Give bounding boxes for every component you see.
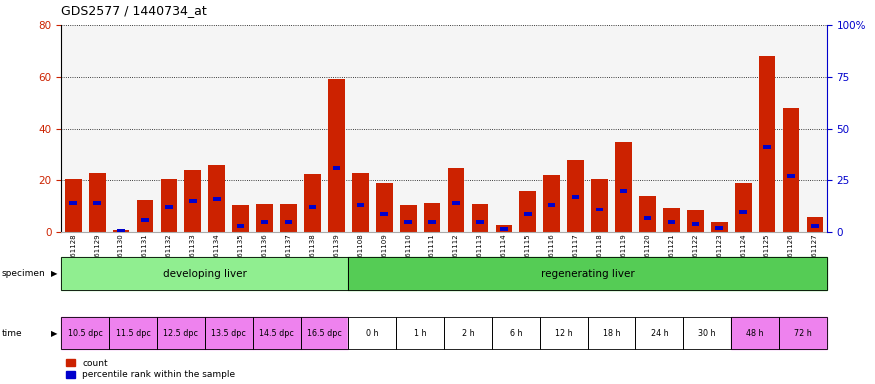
Bar	[687, 210, 704, 232]
Text: 24 h: 24 h	[651, 329, 668, 338]
Text: 2 h: 2 h	[462, 329, 474, 338]
Text: ▶: ▶	[51, 269, 57, 278]
Text: ▶: ▶	[51, 329, 57, 338]
Bar	[284, 220, 292, 224]
Bar	[663, 208, 680, 232]
Bar	[572, 195, 579, 199]
Bar	[208, 165, 225, 232]
Bar	[261, 220, 269, 224]
Text: 13.5 dpc: 13.5 dpc	[211, 329, 246, 338]
Bar	[352, 173, 368, 232]
Bar	[233, 205, 249, 232]
Bar	[567, 160, 584, 232]
Text: 18 h: 18 h	[603, 329, 620, 338]
Text: 12.5 dpc: 12.5 dpc	[164, 329, 199, 338]
Text: GDS2577 / 1440734_at: GDS2577 / 1440734_at	[61, 4, 207, 17]
Bar	[256, 204, 273, 232]
Bar	[328, 79, 345, 232]
Bar	[117, 229, 125, 233]
Bar	[788, 174, 794, 178]
Bar	[189, 199, 197, 203]
Bar	[65, 179, 81, 232]
Text: 10.5 dpc: 10.5 dpc	[67, 329, 102, 338]
Bar	[596, 208, 604, 212]
Legend: count, percentile rank within the sample: count, percentile rank within the sample	[66, 359, 235, 379]
Bar	[88, 173, 106, 232]
Bar	[113, 230, 130, 232]
Bar	[160, 179, 178, 232]
Bar	[404, 220, 412, 224]
Bar	[735, 183, 752, 232]
Bar	[592, 179, 608, 232]
Bar	[304, 174, 321, 232]
Bar	[782, 108, 800, 232]
Bar	[495, 225, 512, 232]
Bar	[668, 220, 676, 224]
Bar	[639, 196, 655, 232]
Text: developing liver: developing liver	[163, 268, 247, 279]
Text: 11.5 dpc: 11.5 dpc	[116, 329, 150, 338]
Text: 48 h: 48 h	[746, 329, 764, 338]
Bar	[280, 204, 297, 232]
Text: 6 h: 6 h	[509, 329, 522, 338]
Text: 72 h: 72 h	[794, 329, 812, 338]
Bar	[309, 205, 316, 209]
Bar	[429, 220, 436, 224]
Bar	[94, 201, 101, 205]
Text: 12 h: 12 h	[555, 329, 572, 338]
Bar	[136, 200, 153, 232]
Bar	[811, 224, 819, 228]
Text: time: time	[2, 329, 23, 338]
Bar	[69, 201, 77, 205]
Bar	[476, 220, 484, 224]
Bar	[237, 224, 244, 228]
Bar	[615, 142, 632, 232]
Bar	[376, 183, 393, 232]
Bar	[520, 191, 536, 232]
Text: 1 h: 1 h	[414, 329, 426, 338]
Bar	[213, 197, 220, 201]
Bar	[381, 212, 388, 215]
Bar	[691, 222, 699, 226]
Bar	[739, 210, 747, 214]
Bar	[710, 222, 728, 232]
Bar	[807, 217, 823, 232]
Bar	[400, 205, 416, 232]
Bar	[472, 204, 488, 232]
Bar	[452, 201, 459, 205]
Bar	[524, 212, 532, 215]
Bar	[141, 218, 149, 222]
Text: 14.5 dpc: 14.5 dpc	[259, 329, 294, 338]
Text: 30 h: 30 h	[698, 329, 716, 338]
Bar	[356, 204, 364, 207]
Bar	[424, 202, 440, 232]
Bar	[759, 56, 775, 232]
Bar	[620, 189, 627, 193]
Bar	[500, 227, 507, 231]
Bar	[165, 205, 172, 209]
Bar	[332, 166, 340, 170]
Bar	[763, 146, 771, 149]
Bar	[716, 226, 723, 230]
Text: 16.5 dpc: 16.5 dpc	[307, 329, 342, 338]
Text: 0 h: 0 h	[366, 329, 379, 338]
Bar	[448, 167, 465, 232]
Bar	[185, 170, 201, 232]
Bar	[548, 204, 556, 207]
Text: specimen: specimen	[2, 269, 45, 278]
Text: regenerating liver: regenerating liver	[541, 268, 634, 279]
Bar	[543, 175, 560, 232]
Bar	[644, 216, 651, 220]
